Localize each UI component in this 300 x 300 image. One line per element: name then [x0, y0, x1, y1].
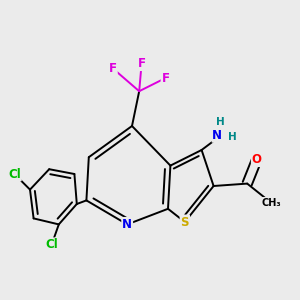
Text: F: F	[109, 62, 117, 75]
Text: CH₃: CH₃	[261, 198, 281, 208]
Text: O: O	[252, 153, 262, 166]
Text: N: N	[212, 129, 222, 142]
Text: F: F	[138, 57, 146, 70]
Text: H: H	[228, 132, 237, 142]
Text: Cl: Cl	[8, 167, 21, 181]
Text: Cl: Cl	[45, 238, 58, 251]
Text: F: F	[162, 71, 170, 85]
Text: H: H	[216, 117, 224, 128]
Text: N: N	[122, 218, 132, 231]
Text: S: S	[181, 215, 189, 229]
